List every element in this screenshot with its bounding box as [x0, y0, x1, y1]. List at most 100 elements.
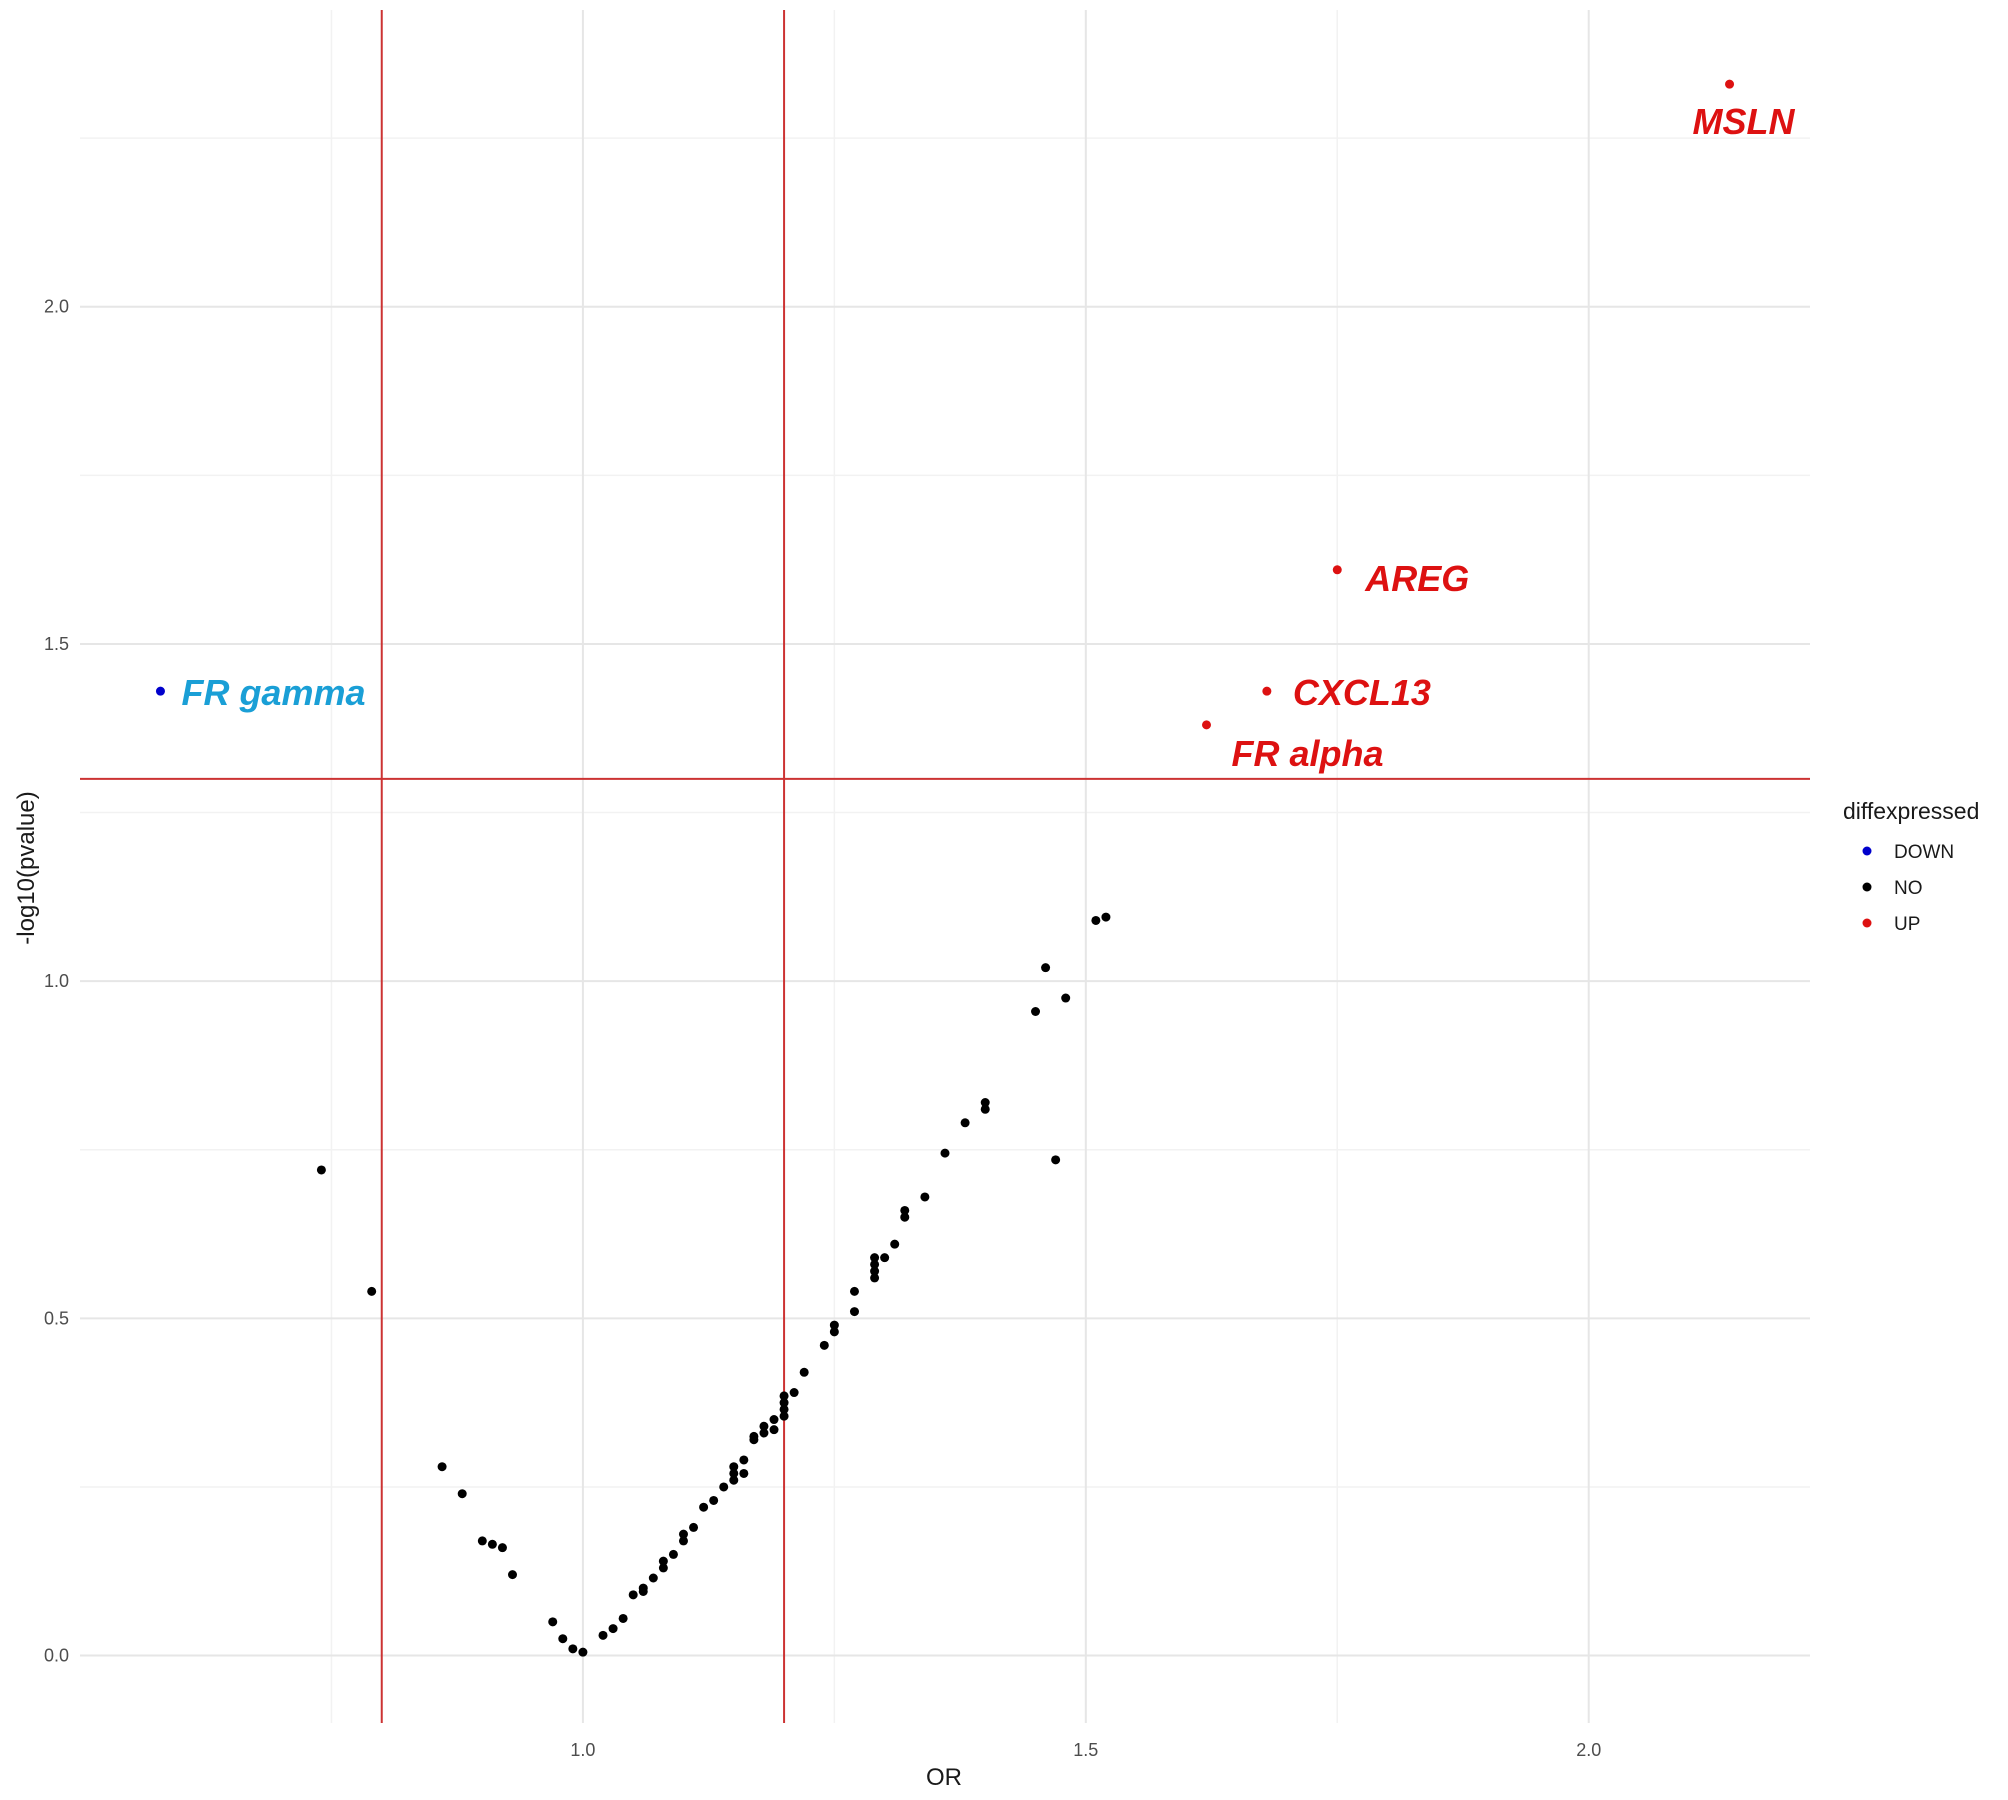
x-tick-label: 2.0 — [1576, 1740, 1601, 1760]
data-point-no — [608, 1624, 618, 1634]
data-point-no — [1031, 1006, 1041, 1016]
data-point-no — [920, 1192, 930, 1202]
axis-ticks: 1.0 1.5 2.0 0.0 0.5 1.0 1.5 2.0 — [44, 297, 1601, 1760]
data-point-up — [1202, 720, 1212, 730]
data-point-no — [759, 1421, 769, 1431]
data-point-no — [668, 1549, 678, 1559]
data-point-no — [1091, 915, 1101, 925]
data-points — [155, 79, 1735, 1657]
data-point-no — [658, 1556, 668, 1566]
data-point-up — [1725, 79, 1735, 89]
data-point-no — [316, 1165, 326, 1175]
data-point-no — [739, 1455, 749, 1465]
data-point-no — [658, 1563, 668, 1573]
data-point-down — [155, 686, 165, 696]
legend: diffexpressed DOWN NO UP — [1843, 798, 1979, 935]
data-point-no — [628, 1590, 638, 1600]
legend-key-up — [1862, 918, 1872, 928]
data-point-no — [769, 1425, 779, 1435]
data-point-no — [1051, 1155, 1061, 1165]
legend-label-down: DOWN — [1894, 842, 1954, 863]
legend-label-no: NO — [1894, 878, 1923, 899]
data-point-up — [1262, 686, 1272, 696]
gene-label: FR gamma — [181, 672, 365, 713]
legend-key-no — [1862, 882, 1872, 892]
legend-entries: DOWN NO UP — [1862, 842, 1954, 935]
legend-title: diffexpressed — [1843, 798, 1979, 824]
data-point-no — [890, 1239, 900, 1249]
data-point-no — [1061, 993, 1071, 1003]
gene-label: FR alpha — [1232, 733, 1384, 774]
data-point-no — [678, 1536, 688, 1546]
data-point-no — [487, 1539, 497, 1549]
data-point-no — [779, 1391, 789, 1401]
data-point-no — [900, 1205, 910, 1215]
data-point-no — [779, 1398, 789, 1408]
data-point-no — [729, 1468, 739, 1478]
data-point-no — [568, 1644, 578, 1654]
data-point-no — [638, 1583, 648, 1593]
threshold-lines — [80, 10, 1810, 1723]
data-point-no — [719, 1482, 729, 1492]
data-point-no — [870, 1273, 880, 1283]
data-point-no — [779, 1404, 789, 1414]
data-point-no — [367, 1286, 377, 1296]
data-point-up — [1332, 565, 1342, 575]
data-point-no — [849, 1286, 859, 1296]
data-point-no — [618, 1613, 628, 1623]
gene-label: AREG — [1364, 558, 1469, 599]
data-point-no — [699, 1502, 709, 1512]
data-point-no — [437, 1462, 447, 1472]
data-point-no — [709, 1495, 719, 1505]
data-point-no — [829, 1320, 839, 1330]
y-tick-label: 0.0 — [44, 1646, 69, 1666]
data-point-no — [870, 1259, 880, 1269]
y-tick-label: 2.0 — [44, 297, 69, 317]
legend-label-up: UP — [1894, 914, 1920, 935]
data-point-no — [900, 1212, 910, 1222]
data-point-no — [769, 1415, 779, 1425]
data-point-no — [508, 1570, 517, 1580]
data-point-no — [558, 1634, 568, 1644]
gene-label: MSLN — [1693, 101, 1796, 142]
data-point-no — [870, 1253, 880, 1263]
gene-label: CXCL13 — [1293, 672, 1431, 713]
x-axis-title: OR — [926, 1764, 962, 1791]
x-tick-label: 1.5 — [1073, 1740, 1098, 1760]
data-point-no — [477, 1536, 487, 1546]
data-point-no — [548, 1617, 558, 1627]
y-tick-label: 0.5 — [44, 1308, 69, 1328]
data-point-no — [789, 1388, 799, 1398]
data-point-no — [960, 1118, 970, 1128]
data-point-no — [578, 1647, 588, 1657]
data-point-no — [759, 1428, 769, 1438]
legend-key-down — [1862, 846, 1872, 856]
data-point-no — [849, 1307, 859, 1317]
data-point-no — [1041, 963, 1051, 973]
y-tick-label: 1.5 — [44, 634, 69, 654]
data-point-no — [457, 1489, 467, 1499]
data-point-no — [749, 1431, 759, 1441]
data-point-no — [870, 1266, 880, 1276]
gene-labels: MSLN AREG CXCL13 FR alpha FR gamma — [181, 101, 1795, 774]
data-point-no — [980, 1098, 990, 1108]
data-point-no — [598, 1630, 608, 1640]
data-point-no — [729, 1475, 739, 1485]
data-point-no — [678, 1529, 688, 1539]
data-point-no — [980, 1104, 990, 1114]
x-tick-label: 1.0 — [570, 1740, 595, 1760]
data-point-no — [880, 1253, 890, 1263]
data-point-no — [940, 1148, 950, 1158]
data-point-no — [497, 1543, 507, 1553]
data-point-no — [729, 1462, 739, 1472]
data-point-no — [799, 1367, 809, 1377]
data-point-no — [1101, 912, 1111, 922]
data-point-no — [648, 1573, 658, 1583]
y-tick-label: 1.0 — [44, 971, 69, 991]
data-point-no — [779, 1411, 789, 1421]
y-axis-title: -log10(pvalue) — [13, 791, 40, 944]
data-point-no — [689, 1522, 699, 1532]
data-point-no — [829, 1327, 839, 1337]
grid — [80, 10, 1810, 1723]
